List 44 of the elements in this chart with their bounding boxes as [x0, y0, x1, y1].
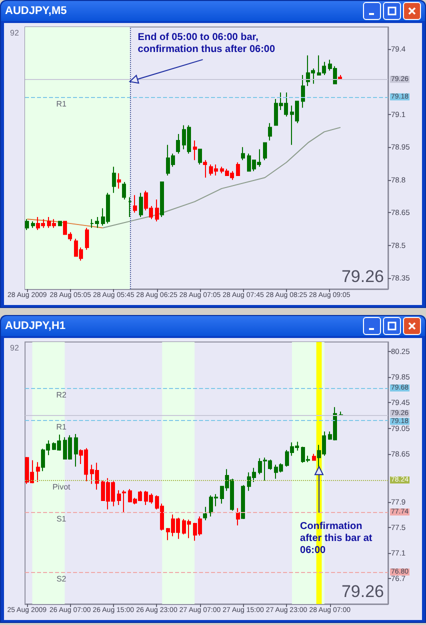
- line-series: [102, 126, 341, 228]
- candlestick: [112, 166, 116, 194]
- candlestick: [241, 146, 245, 161]
- candlestick: [128, 196, 132, 218]
- candlestick: [268, 122, 272, 142]
- candlestick: [301, 74, 305, 108]
- annotation: End of 05:00 to 06:00 bar, confirmation thus after 06:00: [138, 32, 276, 56]
- ref-line-label: R2: [56, 390, 68, 400]
- ref-line-label: R1: [56, 99, 67, 108]
- candlestick: [203, 506, 207, 521]
- candlestick: [193, 140, 197, 161]
- text: 92: [10, 28, 20, 38]
- annotation: 79.26: [341, 582, 384, 601]
- chart-title: AUDJPY,M5: [5, 5, 68, 17]
- candlestick: [133, 194, 137, 214]
- candlestick: [312, 453, 316, 461]
- candlestick: [122, 182, 126, 200]
- candlestick: [160, 182, 164, 218]
- candlestick: [117, 490, 121, 506]
- chart-title: AUDJPY,H1: [5, 320, 67, 332]
- ref-line-label: R1: [56, 422, 68, 432]
- candlestick: [36, 462, 40, 482]
- candlestick: [241, 484, 245, 520]
- candlestick: [85, 227, 89, 250]
- candlestick: [74, 434, 78, 468]
- candlestick: [263, 142, 267, 161]
- candlestick: [176, 133, 180, 154]
- ref-line-label: Pivot: [52, 482, 72, 492]
- candlestick: [139, 192, 143, 218]
- candlestick: [31, 220, 35, 228]
- candlestick: [236, 508, 240, 526]
- candlestick: [198, 148, 202, 166]
- ref-line-label: S2: [56, 574, 67, 584]
- annotation: 79.26: [341, 267, 384, 286]
- candlestick: [203, 160, 207, 178]
- text: 92: [10, 344, 20, 352]
- candlestick: [155, 198, 159, 222]
- candlestick: [236, 162, 240, 176]
- line-series: [26, 218, 104, 228]
- candlestick: [25, 218, 29, 231]
- candlestick: [117, 172, 121, 190]
- candlestick: [122, 490, 126, 514]
- candlestick: [58, 220, 62, 226]
- ref-line-label: S1: [56, 514, 67, 524]
